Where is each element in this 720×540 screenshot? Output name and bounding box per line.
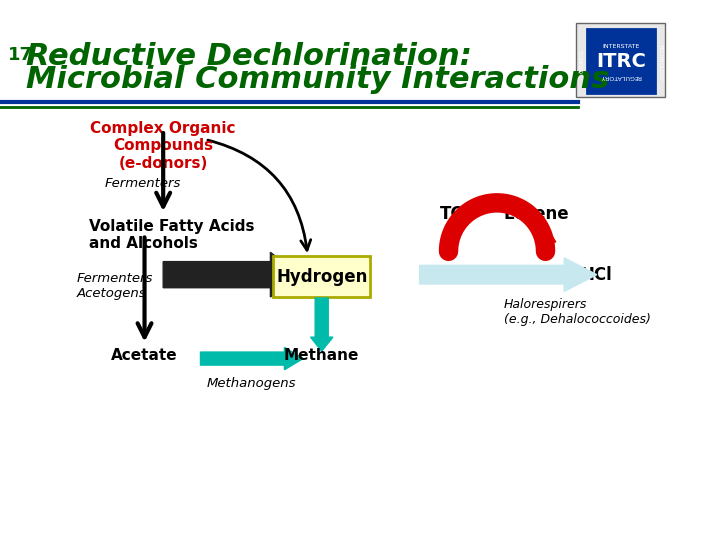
Text: Complex Organic
Compounds
(e-donors): Complex Organic Compounds (e-donors) [91, 121, 236, 171]
Text: Acetate: Acetate [111, 348, 178, 363]
Text: Halorespirers
(e.g., Dehalococcoides): Halorespirers (e.g., Dehalococcoides) [503, 298, 650, 326]
FancyArrow shape [200, 347, 303, 370]
Text: Volatile Fatty Acids
and Alcohols: Volatile Fatty Acids and Alcohols [89, 219, 254, 251]
FancyBboxPatch shape [588, 29, 654, 93]
Text: INTERSTATE: INTERSTATE [603, 44, 640, 49]
FancyBboxPatch shape [576, 23, 665, 98]
FancyBboxPatch shape [273, 256, 370, 297]
Text: ITRC: ITRC [596, 52, 646, 71]
FancyArrow shape [310, 298, 333, 351]
Text: Fermenters: Fermenters [104, 177, 181, 190]
Text: 17: 17 [7, 46, 32, 64]
FancyArrow shape [420, 258, 597, 292]
Text: Reductive Dechlorination:: Reductive Dechlorination: [26, 42, 472, 71]
FancyArrowPatch shape [208, 140, 311, 250]
Text: TECHNOLOGY: TECHNOLOGY [657, 43, 662, 80]
Text: Hydrogen: Hydrogen [276, 267, 367, 286]
FancyArrow shape [535, 225, 556, 249]
Text: COUNCIL: COUNCIL [580, 49, 585, 73]
Text: Ethene: Ethene [503, 205, 569, 223]
Text: Microbial Community Interactions: Microbial Community Interactions [26, 65, 609, 94]
Text: HCl: HCl [581, 266, 613, 284]
FancyArrow shape [163, 252, 298, 297]
Text: Fermenters
Acetogens: Fermenters Acetogens [76, 272, 153, 300]
Text: Methane: Methane [284, 348, 359, 363]
Text: REGULATORY: REGULATORY [600, 75, 642, 79]
Text: Methanogens: Methanogens [207, 377, 297, 390]
Text: TCE: TCE [439, 205, 474, 223]
